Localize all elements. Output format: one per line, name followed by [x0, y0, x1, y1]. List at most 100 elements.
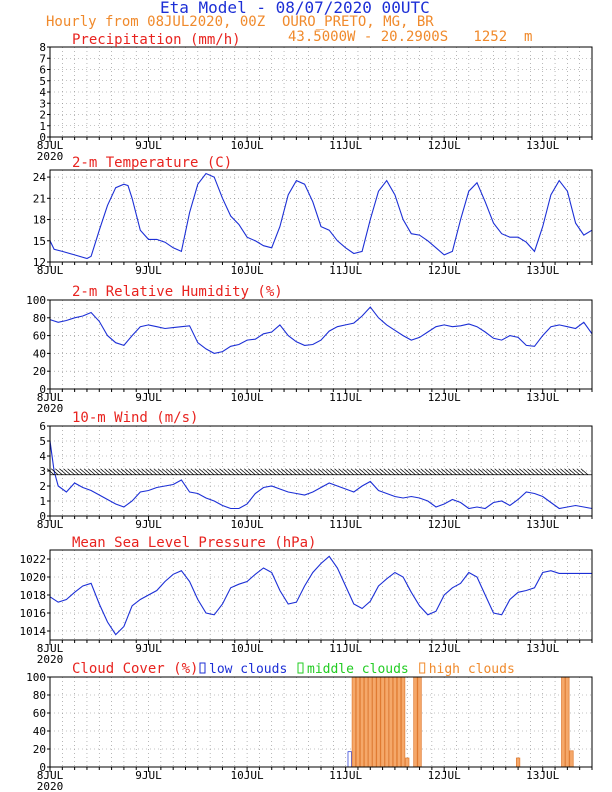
pressure-xtick-label: 11JUL	[329, 642, 362, 655]
wind-barb	[239, 468, 248, 476]
cloud-bar-high-clouds	[368, 676, 373, 768]
wind-barb	[502, 468, 511, 476]
cloud-year-label: 2020	[37, 780, 64, 792]
cloud-ytick-label: 20	[33, 743, 46, 756]
wind-barb	[326, 468, 334, 476]
temperature-title: 2-m Temperature (C)	[72, 155, 232, 171]
humidity-xtick-label: 11JUL	[329, 391, 362, 404]
pressure-ytick-label: 1022	[20, 553, 47, 566]
precipitation-ytick-label: 2	[39, 109, 46, 122]
temperature-xtick-label: 11JUL	[329, 264, 362, 277]
wind-barb	[104, 468, 112, 476]
wind-barb	[219, 468, 227, 476]
cloud-xtick-label: 13JUL	[526, 769, 559, 782]
cloud-xtick-label: 9JUL	[135, 769, 162, 782]
wind-barb	[317, 468, 326, 476]
cloud-bar-high-clouds	[351, 676, 356, 768]
wind-xtick-label: 13JUL	[526, 518, 559, 531]
wind-barb	[482, 468, 490, 476]
precipitation-year-label: 2020	[37, 150, 64, 163]
pressure-xtick-label: 9JUL	[135, 642, 162, 655]
humidity-series-line	[49, 306, 593, 354]
cloud-bar-high-clouds	[392, 676, 398, 768]
wind-barb	[276, 468, 285, 476]
wind-barb	[223, 468, 231, 476]
wind-barb	[96, 468, 104, 476]
wind-barb	[174, 468, 182, 476]
wind-barb	[211, 468, 219, 476]
wind-barb	[564, 468, 572, 476]
temperature-ytick-label: 15	[33, 235, 46, 248]
wind-barb	[551, 468, 560, 476]
wind-barb	[375, 468, 383, 476]
wind-barb	[465, 468, 474, 476]
pressure-ytick-label: 1014	[20, 625, 47, 638]
wind-barb	[445, 468, 453, 476]
wind-barb	[453, 468, 461, 476]
wind-barb	[313, 468, 322, 476]
precipitation-xtick-label: 10JUL	[231, 139, 264, 152]
wind-ytick-label: 6	[39, 420, 46, 433]
pressure-xtick-label: 13JUL	[526, 642, 559, 655]
wind-barb	[457, 468, 465, 476]
cloud-bar-high-clouds	[515, 757, 521, 768]
precipitation-ytick-label: 4	[39, 86, 46, 99]
wind-barb	[321, 468, 330, 476]
wind-xtick-label: 9JUL	[135, 518, 162, 531]
cloud-bar-high-clouds	[380, 676, 385, 768]
wind-barb	[297, 468, 305, 476]
legend-label: high clouds	[429, 662, 515, 677]
wind-barb	[342, 468, 351, 476]
wind-barb	[67, 468, 75, 476]
wind-barb	[112, 468, 121, 476]
wind-barb	[190, 468, 199, 476]
wind-barb	[469, 468, 478, 476]
wind-barb	[268, 468, 277, 476]
wind-barb	[55, 468, 63, 476]
wind-xtick-label: 12JUL	[428, 518, 461, 531]
cloud-ytick-label: 60	[33, 707, 46, 720]
wind-barb	[358, 468, 367, 476]
wind-barb	[128, 468, 137, 476]
wind-barb	[461, 468, 470, 476]
precipitation-xtick-label: 12JUL	[428, 139, 461, 152]
wind-barb	[441, 468, 449, 476]
wind-barb	[153, 468, 162, 476]
wind-barb	[363, 468, 371, 476]
wind-barb	[535, 468, 543, 476]
wind-barb	[149, 468, 158, 476]
wind-barb	[272, 468, 281, 476]
cloud-ytick-label: 40	[33, 725, 46, 738]
wind-xtick-label: 10JUL	[231, 518, 264, 531]
legend-swatch	[419, 662, 426, 674]
temperature-xtick-label: 8JUL	[37, 264, 64, 277]
temperature-frame	[49, 169, 593, 263]
wind-barb	[92, 468, 100, 476]
wind-barb	[280, 468, 289, 476]
pressure-title: Mean Sea Level Pressure (hPa)	[72, 535, 316, 551]
humidity-ytick-label: 0	[39, 383, 46, 396]
wind-barb	[284, 468, 293, 476]
humidity-xtick-label: 8JUL	[37, 391, 64, 404]
wind-barb	[231, 468, 240, 476]
wind-panel: 0 1 2 3 4 5 6 8JUL 9JUL 10JUL 11JUL 12JUL 13JUL 10-m …	[37, 410, 593, 531]
pressure-panel: 1014 1016 1018 1020 1022 8JUL 9JUL 10JUL 11JUL 12…	[20, 535, 593, 666]
wind-barb	[46, 468, 55, 476]
wind-barb	[383, 468, 392, 476]
legend-label: middle clouds	[307, 662, 409, 677]
wind-barb	[346, 468, 355, 476]
pressure-ytick-label: 1018	[20, 589, 47, 602]
temperature-xtick-label: 9JUL	[135, 264, 162, 277]
wind-barb	[334, 468, 342, 476]
humidity-ytick-label: 100	[26, 294, 46, 307]
wind-barb	[514, 468, 523, 476]
wind-barb	[580, 468, 589, 476]
wind-ytick-label: 0	[39, 510, 46, 523]
wind-barb	[264, 468, 272, 476]
wind-barb	[108, 468, 116, 476]
wind-barb	[477, 468, 486, 476]
wind-barb	[79, 468, 88, 476]
cloud-panel: low clouds middle clouds high clouds 0 20 40 6…	[26, 661, 593, 792]
precipitation-xtick-label: 8JUL	[37, 139, 64, 152]
wind-barb	[387, 468, 396, 476]
